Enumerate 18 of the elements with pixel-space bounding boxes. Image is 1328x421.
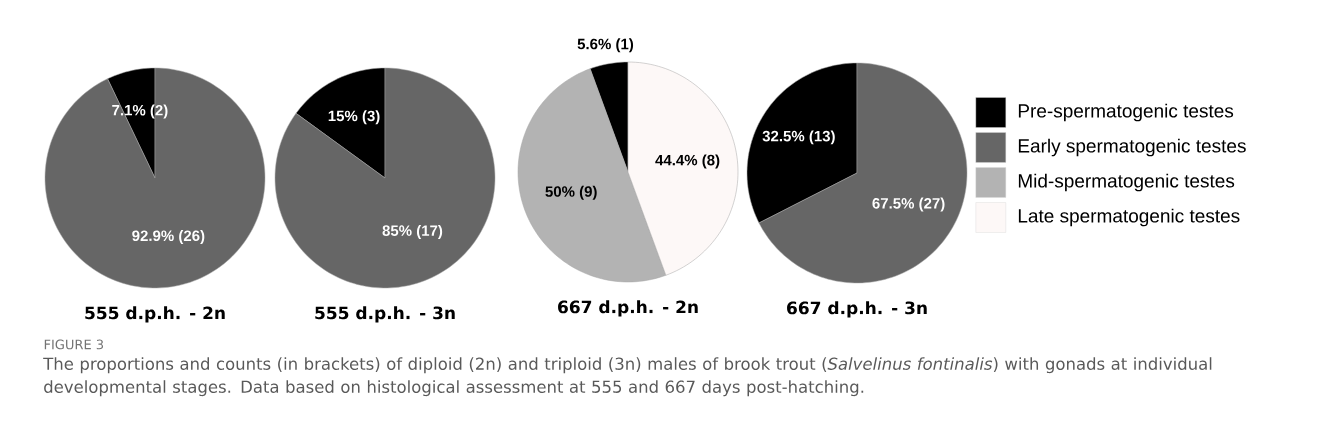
data-label: 50% (9) [545,185,597,200]
data-label: 32.5% (13) [762,130,835,145]
text: 555 d.p.h. - 3n [315,306,455,323]
data-label: 67.5% (27) [872,197,945,212]
legend-label: Mid-spermatogenic testes [1018,173,1235,192]
caption: FIGURE 3 [44,339,104,350]
legend-label: Pre-spermatogenic testes [1018,103,1234,122]
data-label: 44.4% (8) [655,154,720,169]
data-label: 15% (3) [328,110,380,125]
data-label: 85% (17) [382,224,443,239]
text: 667 d.p.h. - 2n [558,300,698,317]
text: 555 d.p.h. - 2n [85,306,225,323]
legend-label: Late spermatogenic testes [1018,208,1240,227]
data-label: 5.6% (1) [577,38,634,53]
legend-label: Early spermatogenic testes [1018,138,1246,157]
data-label: 92.9% (26) [132,230,205,244]
text: The proportions and counts (in brackets) of diploid (2n) and triploid (3n) males of brook trout (Salvelinus fontinalis) with gonads at individual developmental stages. Data based on histological assessment at 555 and 667 days post-hatching. [43,357,1212,397]
text: 667 d.p.h. - 3n [787,301,927,318]
